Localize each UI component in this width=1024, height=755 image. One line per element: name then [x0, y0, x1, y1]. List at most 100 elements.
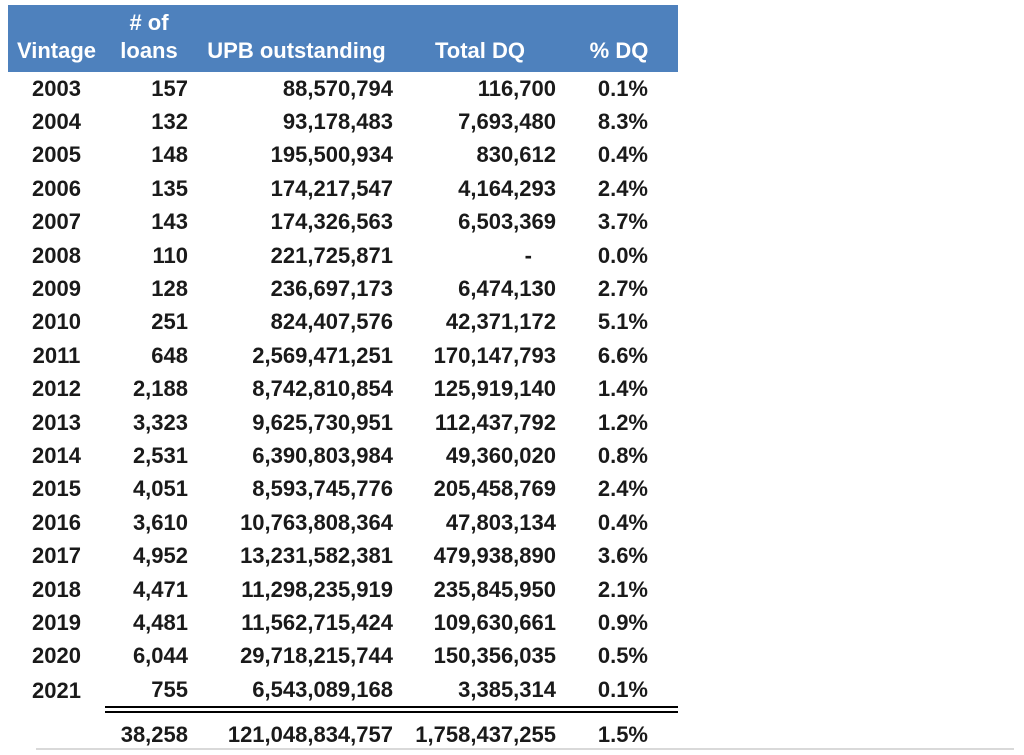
cell-pct-dq: 8.3%	[597, 109, 648, 135]
cell-vintage: 2016	[32, 509, 81, 535]
cell-pct-dq: 0.1%	[597, 676, 648, 702]
cell-vintage: 2005	[32, 142, 81, 168]
cell-total-dq: 7,693,480	[458, 109, 556, 135]
cell-upb-outstanding: 88,570,794	[282, 75, 393, 101]
cell-total-dq: 42,371,172	[445, 309, 556, 335]
cell-pct-dq: 2.4%	[597, 476, 648, 502]
cell-upb-outstanding: 8,593,745,776	[252, 476, 393, 502]
col-header-num-loans: # of loans	[105, 5, 193, 72]
table-row: 2018 4,471 11,298,235,919 235,845,950 2.…	[8, 573, 678, 606]
cell-pct-dq: 1.4%	[597, 376, 648, 402]
header-row: Vintage # of loans UPB outstanding Total…	[8, 5, 678, 72]
table-row: 2021 755 6,543,089,168 3,385,314 0.1%	[8, 673, 678, 710]
table-row: 2005 148 195,500,934 830,612 0.4%	[8, 139, 678, 172]
cell-vintage: 2013	[32, 409, 81, 435]
cell-num-loans: 135	[151, 175, 188, 201]
cell-total-dq: 6,474,130	[458, 276, 556, 302]
cell-upb-outstanding: 824,407,576	[270, 309, 393, 335]
table-row: 2013 3,323 9,625,730,951 112,437,792 1.2…	[8, 406, 678, 439]
cell-total-dq: 3,385,314	[458, 676, 556, 702]
table-row: 2019 4,481 11,562,715,424 109,630,661 0.…	[8, 606, 678, 639]
total-cell-total-dq: 1,758,437,255	[400, 706, 560, 755]
cell-total-dq: 125,919,140	[433, 376, 556, 402]
table-row: 2016 3,610 10,763,808,364 47,803,134 0.4…	[8, 506, 678, 539]
cell-total-dq: 830,612	[476, 142, 556, 168]
cell-total-dq: 4,164,293	[458, 175, 556, 201]
cell-num-loans: 2,188	[132, 376, 188, 402]
cell-vintage: 2003	[32, 75, 81, 101]
table-row: 2010 251 824,407,576 42,371,172 5.1%	[8, 306, 678, 339]
cell-num-loans: 143	[151, 209, 188, 235]
cell-pct-dq: 2.4%	[597, 175, 648, 201]
cell-num-loans: 3,323	[132, 409, 188, 435]
cell-pct-dq: 0.8%	[597, 442, 648, 468]
cell-pct-dq: 1.2%	[597, 409, 648, 435]
cell-total-dq: 116,700	[477, 75, 556, 101]
cell-upb-outstanding: 221,725,871	[270, 242, 393, 268]
cell-num-loans: 132	[151, 109, 188, 135]
total-row: 38,258 121,048,834,757 1,758,437,255 1.5…	[8, 706, 678, 755]
cell-num-loans: 4,051	[132, 476, 188, 502]
cell-num-loans: 110	[152, 242, 189, 268]
cell-pct-dq: 3.7%	[597, 209, 648, 235]
table-row: 2015 4,051 8,593,745,776 205,458,769 2.4…	[8, 473, 678, 506]
cell-vintage: 2006	[32, 175, 81, 201]
cell-total-dq: 170,147,793	[433, 342, 556, 368]
col-header-total-dq: Total DQ	[400, 5, 560, 72]
table-row: 2020 6,044 29,718,215,744 150,356,035 0.…	[8, 640, 678, 673]
table-row: 2006 135 174,217,547 4,164,293 2.4%	[8, 172, 678, 205]
cell-upb-outstanding: 174,217,547	[270, 175, 393, 201]
cell-vintage: 2008	[32, 242, 81, 268]
cell-upb-outstanding: 2,569,471,251	[252, 342, 393, 368]
cell-pct-dq: 0.0%	[597, 242, 648, 268]
cell-num-loans: 4,481	[132, 609, 188, 635]
cell-vintage: 2020	[32, 643, 81, 669]
cell-upb-outstanding: 29,718,215,744	[240, 643, 393, 669]
table-row: 2014 2,531 6,390,803,984 49,360,020 0.8%	[8, 439, 678, 472]
cell-upb-outstanding: 10,763,808,364	[240, 509, 393, 535]
cell-upb-outstanding: 6,543,089,168	[252, 676, 393, 702]
cell-total-dq: 479,938,890	[433, 543, 556, 569]
cell-upb-outstanding: 11,298,235,919	[241, 576, 393, 602]
cell-total-dq: 205,458,769	[433, 476, 556, 502]
cell-vintage: 2018	[32, 576, 81, 602]
cell-upb-outstanding: 174,326,563	[270, 209, 393, 235]
col-header-upb-outstanding: UPB outstanding	[193, 5, 400, 72]
table-row: 2008 110 221,725,871 - 0.0%	[8, 239, 678, 272]
cell-num-loans: 648	[151, 342, 188, 368]
cell-upb-outstanding: 9,625,730,951	[252, 409, 393, 435]
cell-num-loans: 4,952	[132, 543, 188, 569]
cell-vintage: 2011	[32, 342, 81, 368]
cell-total-dq: -	[524, 242, 532, 268]
cell-vintage: 2007	[32, 209, 81, 235]
cell-vintage: 2004	[32, 109, 81, 135]
cell-vintage: 2019	[32, 609, 81, 635]
cell-pct-dq: 3.6%	[597, 543, 648, 569]
cell-num-loans: 755	[151, 676, 188, 702]
cell-num-loans: 148	[151, 142, 188, 168]
table-row: 2003 157 88,570,794 116,700 0.1%	[8, 72, 678, 105]
cell-pct-dq: 0.4%	[597, 142, 648, 168]
cell-pct-dq: 2.7%	[597, 276, 648, 302]
cell-total-dq: 49,360,020	[445, 442, 556, 468]
cell-upb-outstanding: 93,178,483	[282, 109, 393, 135]
cell-vintage: 2014	[32, 442, 81, 468]
cell-num-loans: 4,471	[132, 576, 188, 602]
cell-total-dq: 6,503,369	[458, 209, 556, 235]
cell-total-dq: 112,437,792	[434, 409, 556, 435]
cell-pct-dq: 0.9%	[597, 609, 648, 635]
cell-vintage: 2017	[32, 543, 81, 569]
cell-upb-outstanding: 236,697,173	[270, 276, 393, 302]
cell-num-loans: 3,610	[132, 509, 188, 535]
cell-pct-dq: 2.1%	[597, 576, 648, 602]
cell-num-loans: 2,531	[132, 442, 188, 468]
table-row: 2009 128 236,697,173 6,474,130 2.7%	[8, 272, 678, 305]
cell-pct-dq: 0.4%	[597, 509, 648, 535]
cell-num-loans: 157	[151, 75, 188, 101]
cell-upb-outstanding: 11,562,715,424	[241, 609, 393, 635]
table-row: 2017 4,952 13,231,582,381 479,938,890 3.…	[8, 539, 678, 572]
col-header-vintage: Vintage	[8, 5, 105, 72]
total-cell-num-loans: 38,258	[105, 706, 193, 755]
cell-pct-dq: 0.1%	[597, 75, 648, 101]
